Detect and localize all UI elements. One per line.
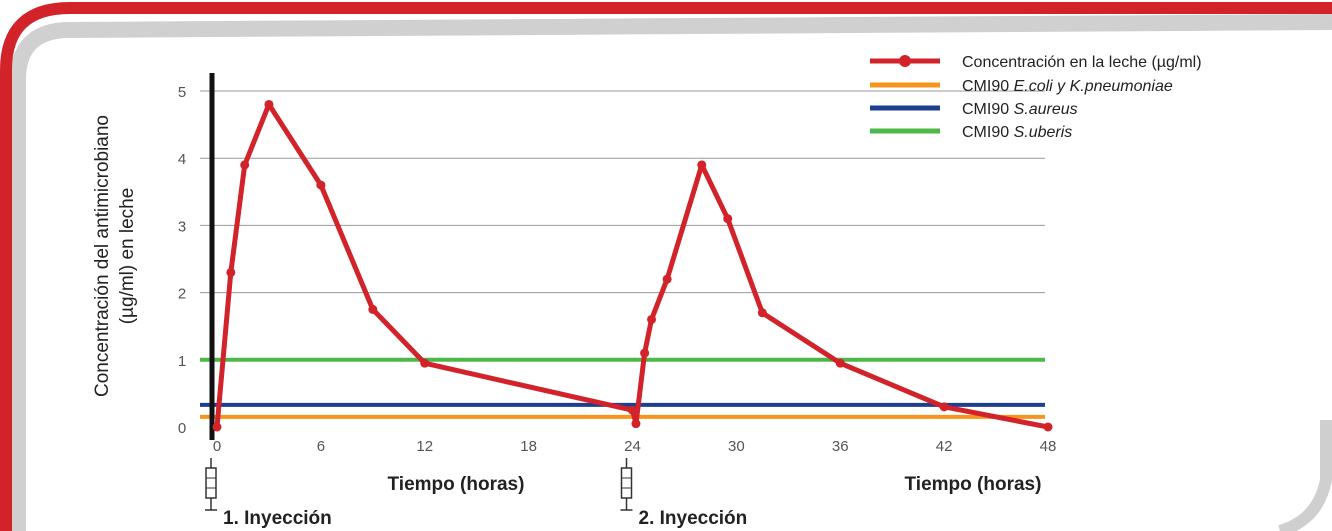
concentration-series <box>212 99 1053 432</box>
data-point-14 <box>757 308 767 318</box>
x-tick-12: 12 <box>416 438 433 455</box>
reference-lines <box>200 357 1045 419</box>
data-point-3 <box>264 99 274 109</box>
legend-suberis-prefix: CMI90 <box>962 124 1014 141</box>
legend-ecoli-prefix: CMI90 <box>962 78 1014 95</box>
legend-entry-suberis: CMI90 S.uberis <box>962 124 1072 141</box>
concentration-line <box>214 101 1049 430</box>
x-axis-label-left: Tiempo (horas) <box>388 474 525 495</box>
y-tick-labels: 0 1 2 3 4 5 <box>178 84 186 437</box>
legend-suberis-italic: S.uberis <box>1014 124 1073 141</box>
y-tick-2: 2 <box>178 286 186 303</box>
y-tick-0: 0 <box>178 420 186 437</box>
legend-entry-ecoli: CMI90 E.coli y K.pneumoniae <box>962 78 1173 95</box>
data-point-1 <box>226 267 236 277</box>
y-tick-1: 1 <box>178 353 186 370</box>
data-point-8 <box>631 419 641 429</box>
injection-markers: 1. Inyección 2. Inyección <box>205 458 747 529</box>
x-tick-6: 6 <box>317 438 325 455</box>
injection-label-2: 2. Inyección <box>639 508 748 529</box>
x-axis-label-right: Tiempo (horas) <box>905 474 1042 495</box>
injection-label-1: 1. Inyección <box>223 508 332 529</box>
y-axis-label-line2: (µg/ml) en leche <box>117 188 138 325</box>
data-point-10 <box>647 314 657 324</box>
x-tick-30: 30 <box>728 438 745 455</box>
data-point-17 <box>1043 422 1053 432</box>
data-point-11 <box>662 274 672 284</box>
data-point-0 <box>212 422 222 432</box>
syringe-icon <box>620 458 633 511</box>
legend-marker-concentration <box>899 55 911 67</box>
legend-saureus-italic: S.aureus <box>1014 101 1078 118</box>
legend-saureus-prefix: CMI90 <box>962 101 1014 118</box>
legend-entry-saureus: CMI90 S.aureus <box>962 101 1078 118</box>
x-tick-42: 42 <box>936 438 953 455</box>
frame-corner-shadow <box>1278 420 1332 531</box>
x-tick-24: 24 <box>624 438 641 455</box>
legend: Concentración en la leche (µg/ml) CMI90 … <box>870 54 1202 141</box>
data-point-12 <box>697 160 707 170</box>
data-point-2 <box>240 160 250 170</box>
y-tick-4: 4 <box>178 151 186 168</box>
data-point-4 <box>316 180 326 190</box>
x-tick-0: 0 <box>213 438 221 455</box>
data-point-15 <box>835 358 845 368</box>
legend-ecoli-italic: E.coli y K.pneumoniae <box>1014 78 1173 95</box>
y-axis-label-line1: Concentración del antimicrobiano <box>92 115 113 397</box>
data-point-7 <box>628 405 637 415</box>
data-point-6 <box>420 358 430 368</box>
data-point-9 <box>640 348 650 358</box>
legend-entry-concentration: Concentración en la leche (µg/ml) <box>962 54 1202 71</box>
data-point-16 <box>939 402 949 412</box>
x-tick-36: 36 <box>832 438 849 455</box>
frame-shadow <box>10 14 1332 531</box>
x-tick-48: 48 <box>1040 438 1057 455</box>
x-tick-labels: 0 6 12 18 24 30 36 42 48 <box>213 438 1057 455</box>
data-point-5 <box>368 304 378 314</box>
data-point-13 <box>723 214 733 224</box>
syringe-icon <box>205 458 217 511</box>
y-tick-5: 5 <box>178 84 186 101</box>
x-tick-18: 18 <box>520 438 537 455</box>
y-tick-3: 3 <box>178 218 186 235</box>
